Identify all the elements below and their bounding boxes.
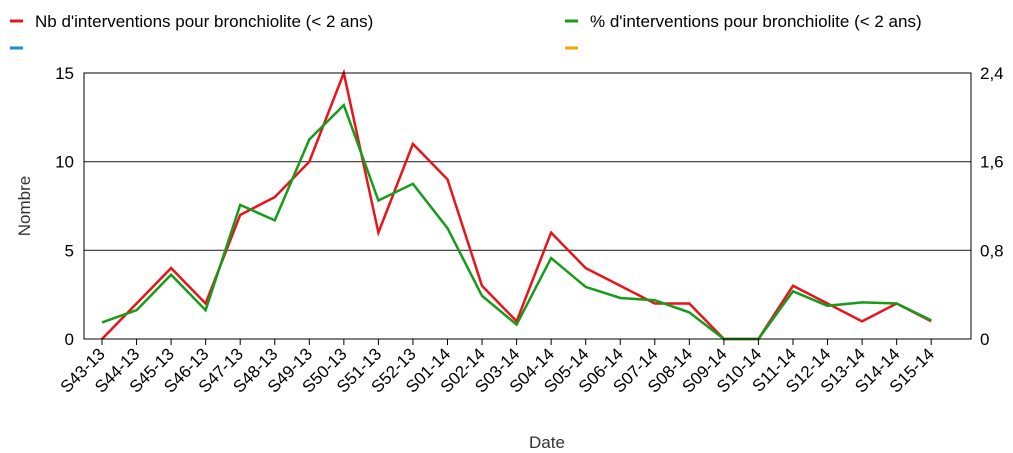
y-tick-label: 15 xyxy=(55,64,74,83)
y-axis-left: 0 5 10 15 xyxy=(55,64,74,349)
y2-tick-label: 0 xyxy=(980,330,989,349)
y-axis-title: Nombre xyxy=(15,176,34,236)
y2-tick-label: 1,6 xyxy=(980,153,1004,172)
plot-frame xyxy=(83,72,972,340)
legend-label: Nb d'interventions pour bronchiolite (< … xyxy=(35,12,373,31)
series-line-2 xyxy=(101,102,932,341)
x-axis: S43-13S44-13S45-13S46-13S47-13S48-13S49-… xyxy=(57,339,938,397)
legend: Nb d'interventions pour bronchiolite (< … xyxy=(10,12,922,50)
series-line-1 xyxy=(101,68,932,341)
x-axis-title: Date xyxy=(529,433,565,452)
series-group xyxy=(101,68,932,341)
y2-tick-label: 2,4 xyxy=(980,64,1004,83)
y-tick-label: 10 xyxy=(55,153,74,172)
y-tick-label: 5 xyxy=(65,241,74,260)
legend-label: % d'interventions pour bronchiolite (< 2… xyxy=(590,12,922,31)
y-tick-label: 0 xyxy=(65,330,74,349)
y2-tick-label: 0,8 xyxy=(980,241,1004,260)
grid xyxy=(84,161,971,251)
y-axis-right: 0 0,8 1,6 2,4 xyxy=(980,64,1004,349)
